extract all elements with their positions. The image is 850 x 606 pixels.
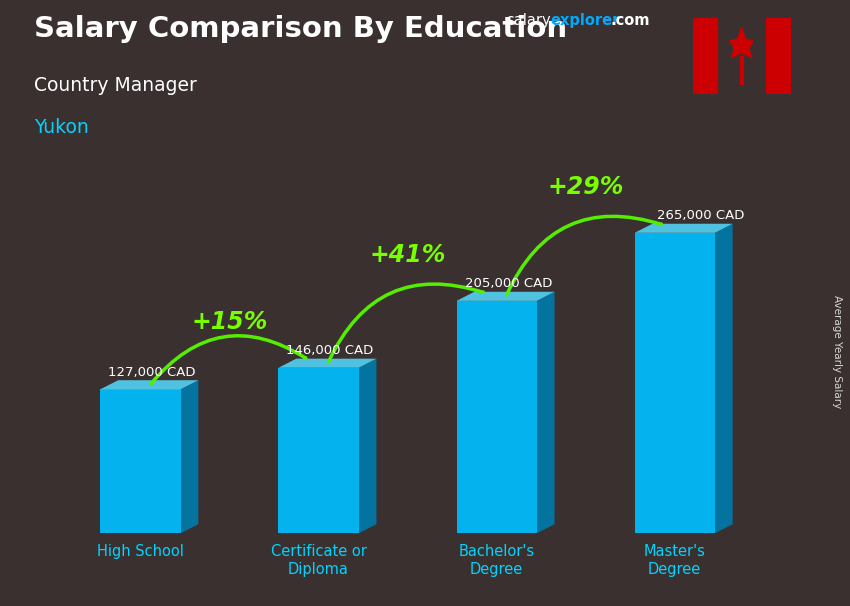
Polygon shape: [279, 368, 359, 533]
Text: Country Manager: Country Manager: [34, 76, 197, 95]
Text: Yukon: Yukon: [34, 118, 88, 137]
Polygon shape: [536, 291, 554, 533]
Polygon shape: [100, 389, 180, 533]
Text: +29%: +29%: [547, 175, 624, 199]
Text: explorer: explorer: [551, 13, 620, 28]
Bar: [693, 18, 717, 94]
Polygon shape: [180, 380, 198, 533]
FancyArrowPatch shape: [507, 216, 661, 295]
Text: +15%: +15%: [191, 310, 268, 334]
Text: 265,000 CAD: 265,000 CAD: [657, 209, 745, 222]
Bar: [766, 18, 790, 94]
Polygon shape: [456, 301, 536, 533]
Polygon shape: [635, 224, 733, 233]
Text: 205,000 CAD: 205,000 CAD: [465, 278, 552, 290]
Text: 127,000 CAD: 127,000 CAD: [109, 366, 196, 379]
Polygon shape: [279, 359, 377, 368]
FancyArrowPatch shape: [329, 284, 483, 362]
Polygon shape: [730, 28, 753, 58]
Text: 146,000 CAD: 146,000 CAD: [286, 344, 374, 357]
Polygon shape: [100, 380, 198, 389]
Polygon shape: [635, 233, 715, 533]
Polygon shape: [359, 359, 377, 533]
Text: Average Yearly Salary: Average Yearly Salary: [832, 295, 842, 408]
Text: +41%: +41%: [370, 243, 445, 267]
Polygon shape: [456, 291, 554, 301]
Text: Salary Comparison By Education: Salary Comparison By Education: [34, 15, 567, 43]
FancyArrowPatch shape: [151, 336, 306, 384]
Text: .com: .com: [610, 13, 649, 28]
Text: salary: salary: [506, 13, 551, 28]
Polygon shape: [715, 224, 733, 533]
